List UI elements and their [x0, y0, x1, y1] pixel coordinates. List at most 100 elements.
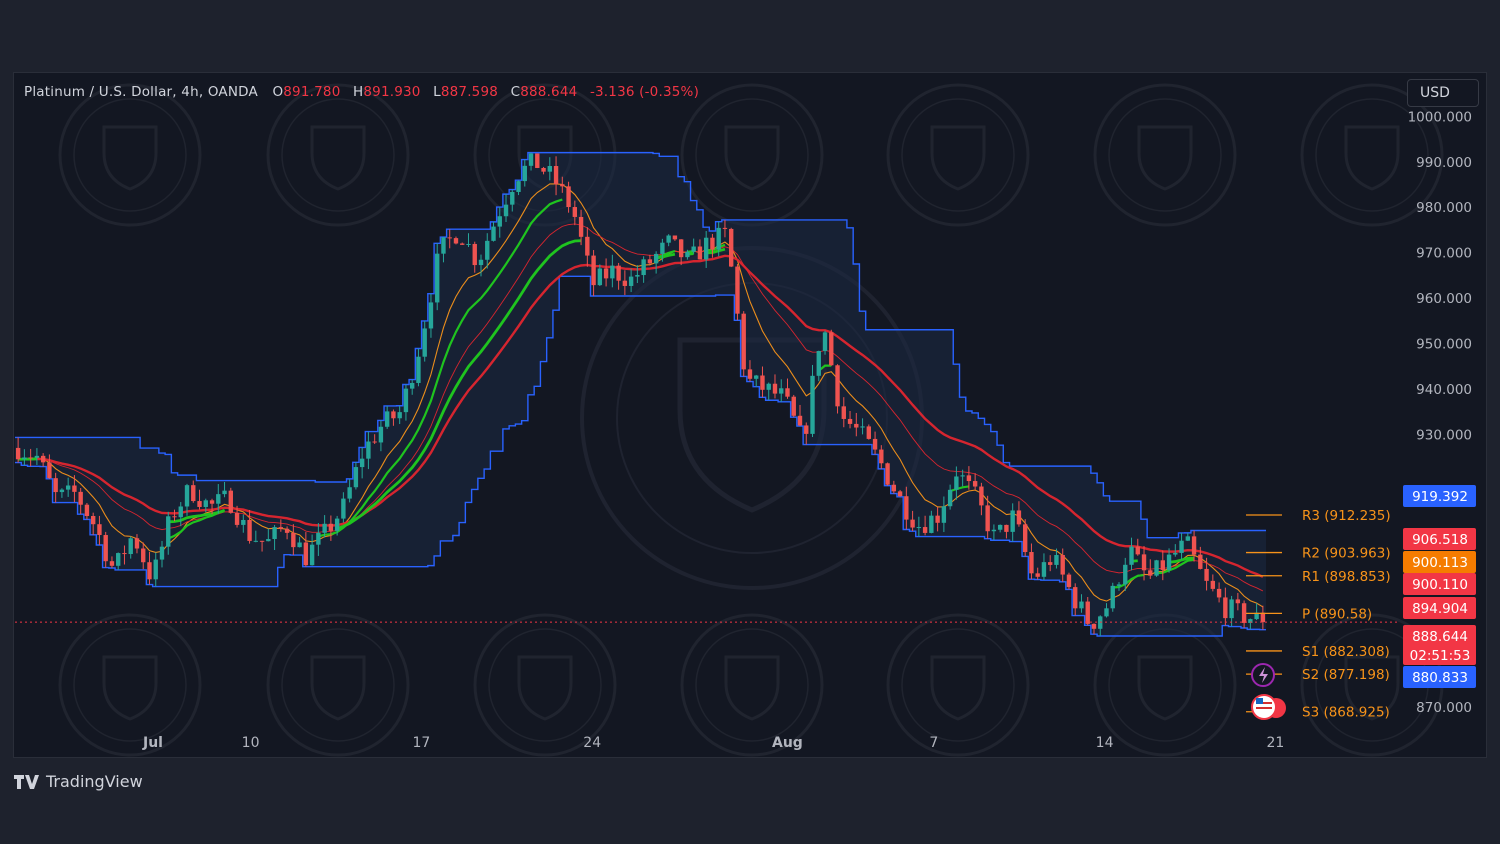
currency-button[interactable]: USD — [1407, 79, 1479, 107]
candle-body — [653, 253, 659, 264]
candle-body — [666, 235, 671, 243]
candle-body — [59, 489, 65, 493]
tradingview-label: TradingView — [46, 772, 143, 791]
candle-body — [291, 532, 296, 548]
close-label: C — [510, 84, 521, 100]
candle-body — [1260, 612, 1266, 623]
candle-body — [491, 226, 496, 241]
candle-body — [841, 406, 846, 419]
candle-body — [384, 411, 390, 427]
candle-body — [660, 242, 665, 254]
x-tick-label: Jul — [142, 735, 163, 751]
candle-body — [697, 246, 703, 260]
moving-averages — [18, 183, 1264, 608]
countdown-label: 02:51:53 — [1410, 648, 1471, 664]
candle-body — [1129, 546, 1134, 565]
candle-body — [1073, 587, 1078, 609]
candle-body — [672, 235, 678, 240]
close-value: 888.644 — [520, 84, 578, 100]
us-flag-icon — [1256, 707, 1272, 709]
us-flag-icon — [1256, 698, 1263, 704]
candle-body — [591, 255, 596, 286]
candle-body — [341, 498, 346, 519]
candle-body — [1110, 585, 1115, 609]
candle-body — [22, 457, 27, 460]
candle-body — [441, 237, 446, 254]
watermark-shield — [1137, 655, 1193, 721]
watermark-ring — [901, 98, 1015, 212]
candle-body — [947, 489, 953, 507]
candle-body — [910, 519, 915, 528]
candle-body — [1254, 612, 1259, 620]
watermark-ring — [886, 613, 1030, 757]
last-price-label: 888.644 — [1412, 629, 1468, 645]
candle-body — [785, 388, 790, 397]
watermark-ring — [695, 628, 809, 742]
open-label: O — [272, 84, 284, 100]
candle-body — [622, 280, 628, 286]
price-badge — [1403, 597, 1476, 619]
x-tick-label: 14 — [1096, 735, 1114, 751]
tradingview-icon — [14, 774, 39, 789]
candle-body — [109, 561, 115, 566]
candle-body — [897, 491, 903, 497]
candle-body — [603, 268, 609, 279]
watermark-ring — [1300, 83, 1444, 227]
candle-body — [1116, 584, 1122, 586]
x-tick-label: 17 — [412, 735, 430, 751]
candle-body — [891, 484, 897, 492]
candle-body — [1004, 524, 1009, 532]
candle-body — [710, 237, 715, 250]
candle-body — [403, 388, 409, 413]
price-badge — [1403, 528, 1476, 550]
candle-body — [460, 243, 465, 245]
candle-body — [1223, 597, 1228, 619]
low-label: L — [433, 84, 441, 100]
candle-body — [284, 528, 290, 533]
candle-body — [247, 519, 252, 541]
candle-body — [1204, 568, 1209, 581]
pivot-label: R3 (912.235) — [1302, 508, 1391, 524]
y-tick-label: 930.000 — [1416, 427, 1472, 443]
watermark-ring — [58, 613, 202, 757]
candle-body — [1029, 552, 1034, 574]
candle-body — [1173, 552, 1178, 555]
candle-body — [935, 515, 940, 523]
watermark-ring — [266, 83, 410, 227]
candle-body — [860, 426, 865, 428]
candle-body — [90, 516, 96, 525]
tradingview-logo[interactable]: TradingView — [14, 772, 143, 791]
watermark-ring — [73, 628, 187, 742]
candle-body — [1016, 510, 1022, 525]
candle-body — [641, 259, 646, 276]
candle-body — [635, 275, 640, 277]
candle-body — [391, 411, 396, 419]
watermark-ring — [488, 628, 602, 742]
time-axis: Jul 10 17 24 Aug 7 14 21 — [142, 735, 1284, 751]
candle-body — [1085, 601, 1090, 624]
y-tick-label: 960.000 — [1416, 291, 1472, 307]
candle-body — [754, 375, 759, 379]
price-badge-label: 880.833 — [1412, 670, 1468, 686]
candle-body — [497, 216, 502, 227]
channel-fill — [15, 152, 1266, 637]
candle-body — [416, 356, 421, 383]
candle-body — [1191, 536, 1197, 555]
candle-body — [1216, 588, 1222, 598]
watermark-ring — [1108, 98, 1222, 212]
candle-body — [760, 375, 765, 390]
candle-body — [804, 425, 809, 434]
candle-body — [172, 516, 177, 518]
watermark-shield — [1344, 655, 1400, 721]
watermark-ring — [58, 83, 202, 227]
chart-frame — [13, 72, 1487, 758]
ema-red — [18, 254, 1264, 578]
candle-body — [34, 455, 40, 458]
ema-green-slow — [18, 239, 1195, 564]
candle-body — [979, 486, 984, 506]
watermark-shield — [310, 655, 366, 721]
candle-body — [797, 415, 803, 426]
candle-body — [366, 441, 371, 459]
candle-body — [966, 475, 972, 482]
